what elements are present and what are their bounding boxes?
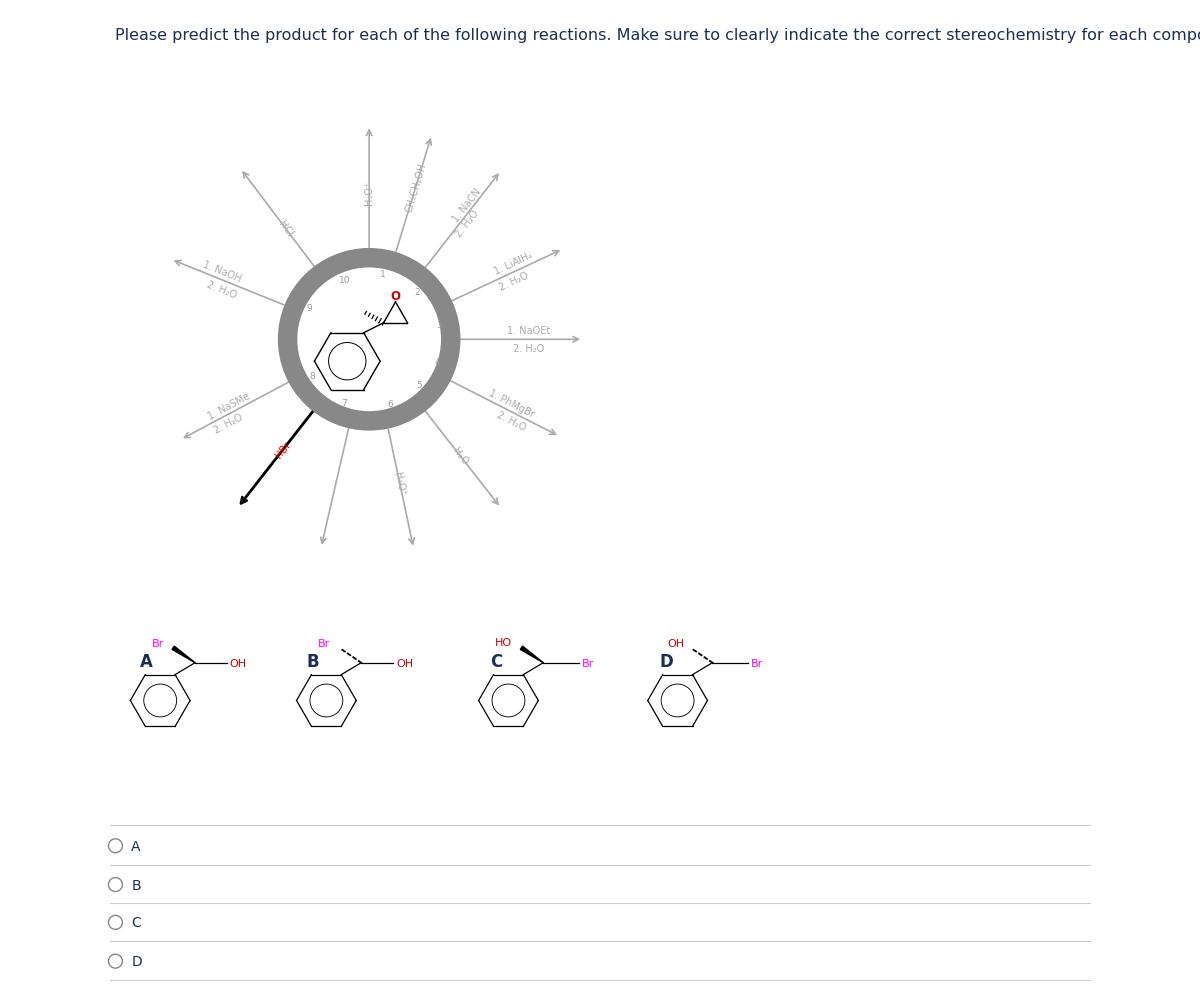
Text: 6: 6 [388, 400, 392, 409]
Text: 7: 7 [341, 399, 347, 408]
Text: HBr: HBr [274, 439, 293, 460]
Text: Br: Br [582, 658, 594, 668]
Text: Br: Br [318, 638, 330, 648]
Text: 1. NaSMe: 1. NaSMe [206, 391, 251, 420]
Text: Br: Br [152, 638, 164, 648]
Text: HCl: HCl [276, 219, 294, 239]
Text: 1. NaOH: 1. NaOH [200, 259, 242, 283]
Text: A: A [131, 839, 140, 853]
Text: 2: 2 [414, 287, 420, 296]
Text: C: C [491, 652, 503, 670]
Text: 1. LiAlH₄: 1. LiAlH₄ [493, 250, 534, 277]
Text: B: B [306, 652, 319, 670]
Text: 1. NaCN: 1. NaCN [451, 187, 484, 225]
Text: 2. H₂O: 2. H₂O [454, 208, 481, 239]
Text: 1: 1 [380, 269, 386, 278]
Text: Br: Br [751, 658, 763, 668]
Polygon shape [172, 646, 196, 663]
Text: 10: 10 [340, 275, 350, 284]
Text: B: B [131, 878, 140, 892]
Text: CH₃CH₂OH: CH₃CH₂OH [403, 162, 428, 214]
Text: H₃O⁺: H₃O⁺ [364, 181, 374, 205]
Text: O: O [390, 290, 401, 303]
Text: OH: OH [667, 638, 684, 648]
Text: HO: HO [494, 637, 512, 647]
Text: Please predict the product for each of the following reactions. Make sure to cle: Please predict the product for each of t… [115, 28, 1200, 43]
Text: 8: 8 [308, 372, 314, 381]
Text: D: D [660, 652, 673, 670]
Text: 2. H₂O: 2. H₂O [494, 410, 527, 432]
Text: 3: 3 [437, 321, 442, 330]
Text: H₃O⁺: H₃O⁺ [392, 471, 407, 497]
Text: H₂O: H₂O [450, 445, 469, 466]
Text: D: D [131, 954, 142, 968]
Text: 2. H₂O: 2. H₂O [497, 270, 529, 293]
Polygon shape [521, 646, 544, 663]
Text: 1. NaOEt: 1. NaOEt [506, 326, 550, 336]
Text: C: C [131, 915, 142, 929]
Text: 2. H₂O: 2. H₂O [212, 412, 245, 435]
Text: OH: OH [230, 658, 247, 668]
Text: 5: 5 [416, 381, 422, 390]
Text: A: A [140, 652, 154, 670]
Text: 4: 4 [434, 358, 440, 367]
Text: 2. H₂O: 2. H₂O [512, 344, 544, 354]
Text: 2. H₂O: 2. H₂O [205, 279, 238, 300]
Text: 9: 9 [306, 304, 312, 313]
Text: 1. PhMgBr: 1. PhMgBr [486, 388, 535, 418]
Text: OH: OH [396, 658, 413, 668]
